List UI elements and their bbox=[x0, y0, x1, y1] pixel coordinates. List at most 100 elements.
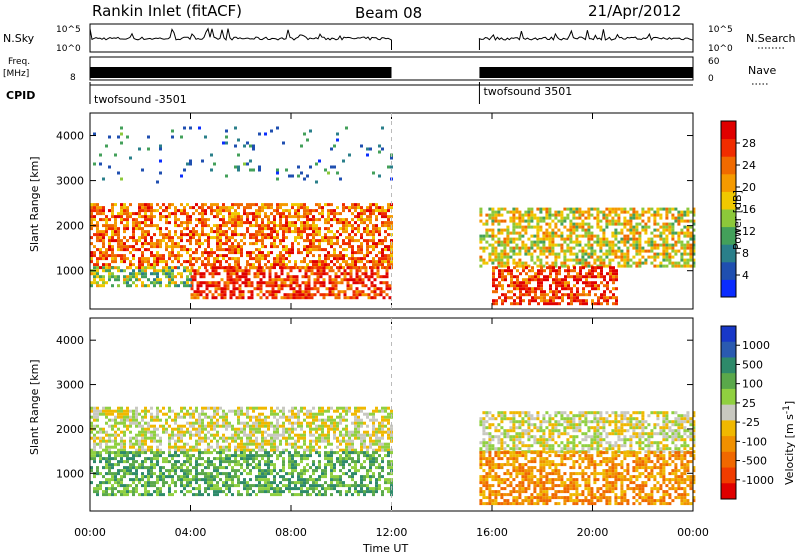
echo-cell bbox=[615, 302, 618, 306]
echo-cell bbox=[258, 212, 261, 216]
echo-cell bbox=[608, 246, 612, 250]
echo-cell bbox=[536, 225, 540, 229]
echo-cell bbox=[123, 281, 126, 285]
echo-cell bbox=[518, 210, 522, 214]
echo-cell bbox=[258, 487, 261, 491]
echo-cell bbox=[252, 424, 255, 428]
echo-cell bbox=[267, 260, 270, 264]
echo-cell bbox=[316, 266, 320, 270]
echo-cell bbox=[372, 242, 375, 246]
echo-cell bbox=[291, 224, 294, 228]
echo-cell bbox=[216, 236, 219, 240]
echo-cell bbox=[560, 237, 564, 241]
echo-cell bbox=[506, 228, 510, 232]
echo-cell bbox=[273, 218, 276, 222]
echo-cell bbox=[244, 281, 248, 285]
echo-cell bbox=[336, 242, 339, 246]
echo-cell bbox=[183, 260, 186, 264]
echo-cell bbox=[279, 215, 282, 219]
echo-cell bbox=[129, 278, 132, 282]
echo-cell bbox=[521, 240, 525, 244]
echo-cell bbox=[246, 433, 249, 437]
echo-cell bbox=[351, 206, 354, 210]
echo-cell bbox=[252, 224, 255, 228]
echo-cell bbox=[153, 278, 156, 282]
echo-cell bbox=[190, 293, 194, 297]
echo-cell bbox=[638, 240, 642, 244]
echo-cell bbox=[162, 236, 165, 240]
echo-cell bbox=[93, 215, 96, 219]
echo-cell bbox=[225, 472, 228, 476]
echo-cell bbox=[334, 293, 338, 297]
echo-cell bbox=[240, 215, 243, 219]
echo-cell bbox=[258, 442, 261, 446]
echo-cell bbox=[205, 284, 209, 288]
echo-cell bbox=[605, 252, 609, 256]
echo-cell bbox=[153, 215, 156, 219]
nave-label: Nave bbox=[748, 64, 776, 77]
echo-cell bbox=[638, 261, 642, 265]
echo-cell bbox=[186, 224, 189, 228]
freq-label: Freq. bbox=[8, 57, 30, 67]
echo-cell bbox=[530, 219, 534, 223]
echo-cell bbox=[135, 278, 138, 282]
echo-cell bbox=[584, 249, 588, 253]
echo-cell bbox=[557, 219, 561, 223]
echo-cell bbox=[602, 261, 606, 265]
echo-cell bbox=[632, 210, 636, 214]
echo-cell bbox=[114, 445, 117, 449]
echo-cell bbox=[144, 409, 147, 413]
echo-cell bbox=[366, 245, 369, 249]
echo-cell bbox=[315, 248, 318, 252]
echo-cell bbox=[611, 219, 615, 223]
echo-cell bbox=[225, 424, 228, 428]
echo-cell bbox=[96, 490, 99, 494]
echo-cell bbox=[591, 272, 594, 276]
echo-cell bbox=[204, 406, 207, 410]
echo-cell bbox=[237, 215, 240, 219]
echo-cell bbox=[228, 206, 231, 210]
echo-cell bbox=[623, 261, 627, 265]
echo-cell bbox=[567, 272, 570, 276]
echo-cell bbox=[231, 493, 234, 497]
echo-cell bbox=[650, 255, 654, 259]
echo-cell bbox=[584, 264, 588, 268]
echo-cell bbox=[369, 445, 372, 449]
echo-cell bbox=[264, 418, 267, 422]
echo-cell bbox=[357, 418, 360, 422]
echo-cell bbox=[186, 281, 189, 285]
echo-cell bbox=[554, 222, 558, 226]
echo-cell bbox=[156, 203, 159, 207]
echo-cell bbox=[671, 237, 675, 241]
echo-cell bbox=[174, 218, 177, 222]
echo-cell bbox=[159, 442, 162, 446]
echo-cell bbox=[165, 218, 168, 222]
echo-cell bbox=[90, 227, 93, 231]
echo-cell bbox=[186, 472, 189, 476]
echo-cell bbox=[555, 269, 558, 273]
echo-cell bbox=[387, 421, 390, 425]
echo-cell bbox=[168, 469, 171, 473]
echo-cell bbox=[605, 249, 609, 253]
echo-cell bbox=[289, 281, 293, 285]
echo-cell bbox=[360, 424, 363, 428]
echo-cell bbox=[147, 242, 150, 246]
echo-cell bbox=[552, 266, 555, 270]
echo-cell bbox=[207, 236, 210, 240]
echo-cell bbox=[312, 248, 315, 252]
echo-cell bbox=[141, 484, 144, 488]
echo-cell bbox=[162, 266, 165, 270]
echo-cell bbox=[330, 406, 333, 410]
echo-cell bbox=[596, 222, 600, 226]
echo-cell bbox=[303, 430, 306, 434]
echo-cell bbox=[267, 478, 270, 482]
echo-cell bbox=[384, 424, 387, 428]
echo-cell bbox=[506, 210, 510, 214]
nsearch-tick-top: 10^5 bbox=[708, 25, 733, 35]
echo-cell bbox=[363, 430, 366, 434]
echo-cell bbox=[503, 249, 507, 253]
echo-cell bbox=[641, 249, 645, 253]
echo-cell bbox=[683, 243, 687, 247]
echo-cell bbox=[255, 436, 258, 440]
echo-cell bbox=[150, 236, 153, 240]
